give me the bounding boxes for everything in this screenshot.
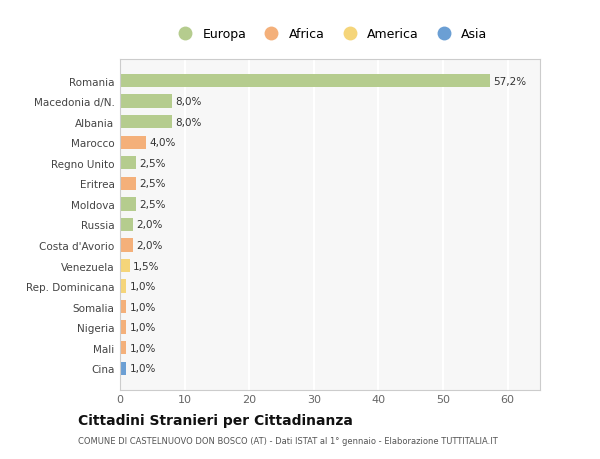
- Text: COMUNE DI CASTELNUOVO DON BOSCO (AT) - Dati ISTAT al 1° gennaio - Elaborazione T: COMUNE DI CASTELNUOVO DON BOSCO (AT) - D…: [78, 436, 498, 445]
- Bar: [120, 157, 136, 170]
- Text: 1,5%: 1,5%: [133, 261, 160, 271]
- Bar: [120, 95, 172, 108]
- Text: 2,5%: 2,5%: [139, 199, 166, 209]
- Text: 57,2%: 57,2%: [493, 76, 526, 86]
- Text: 2,5%: 2,5%: [139, 158, 166, 168]
- Bar: [120, 177, 136, 190]
- Text: 1,0%: 1,0%: [130, 302, 156, 312]
- Bar: [120, 136, 146, 150]
- Bar: [120, 116, 172, 129]
- Text: 1,0%: 1,0%: [130, 343, 156, 353]
- Legend: Europa, Africa, America, Asia: Europa, Africa, America, Asia: [167, 23, 493, 46]
- Text: 8,0%: 8,0%: [175, 118, 201, 127]
- Text: 4,0%: 4,0%: [149, 138, 175, 148]
- Text: 2,0%: 2,0%: [136, 220, 163, 230]
- Text: 1,0%: 1,0%: [130, 281, 156, 291]
- Text: Cittadini Stranieri per Cittadinanza: Cittadini Stranieri per Cittadinanza: [78, 414, 353, 428]
- Bar: [120, 362, 127, 375]
- Bar: [120, 341, 127, 355]
- Bar: [120, 218, 133, 232]
- Bar: [120, 75, 490, 88]
- Text: 2,0%: 2,0%: [136, 241, 163, 251]
- Text: 2,5%: 2,5%: [139, 179, 166, 189]
- Text: 8,0%: 8,0%: [175, 97, 201, 107]
- Bar: [120, 259, 130, 273]
- Text: 1,0%: 1,0%: [130, 323, 156, 332]
- Bar: [120, 198, 136, 211]
- Bar: [120, 239, 133, 252]
- Bar: [120, 321, 127, 334]
- Bar: [120, 300, 127, 313]
- Bar: [120, 280, 127, 293]
- Text: 1,0%: 1,0%: [130, 364, 156, 374]
